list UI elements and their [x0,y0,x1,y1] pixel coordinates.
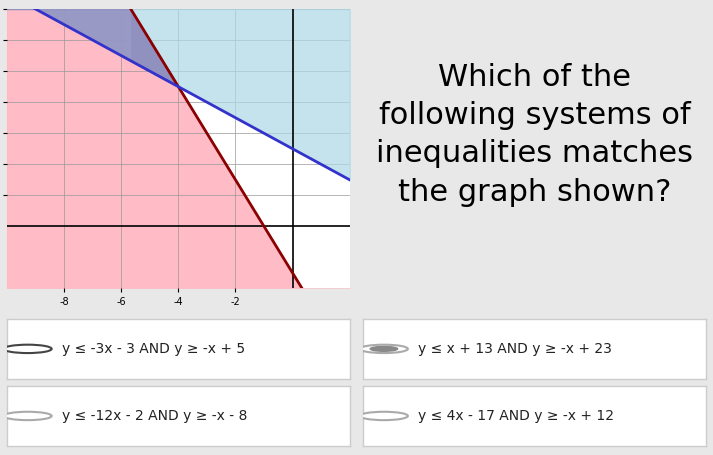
Text: y ≤ -3x - 3 AND y ≥ -x + 5: y ≤ -3x - 3 AND y ≥ -x + 5 [62,342,245,356]
Circle shape [4,412,51,420]
Circle shape [360,412,408,420]
Text: y ≤ 4x - 17 AND y ≥ -x + 12: y ≤ 4x - 17 AND y ≥ -x + 12 [418,409,614,423]
Circle shape [370,346,398,351]
Circle shape [4,345,51,353]
Text: Which of the
following systems of
inequalities matches
the graph shown?: Which of the following systems of inequa… [376,63,693,207]
Text: y ≤ x + 13 AND y ≥ -x + 23: y ≤ x + 13 AND y ≥ -x + 23 [418,342,612,356]
Text: y ≤ -12x - 2 AND y ≥ -x - 8: y ≤ -12x - 2 AND y ≥ -x - 8 [62,409,247,423]
Circle shape [360,345,408,353]
